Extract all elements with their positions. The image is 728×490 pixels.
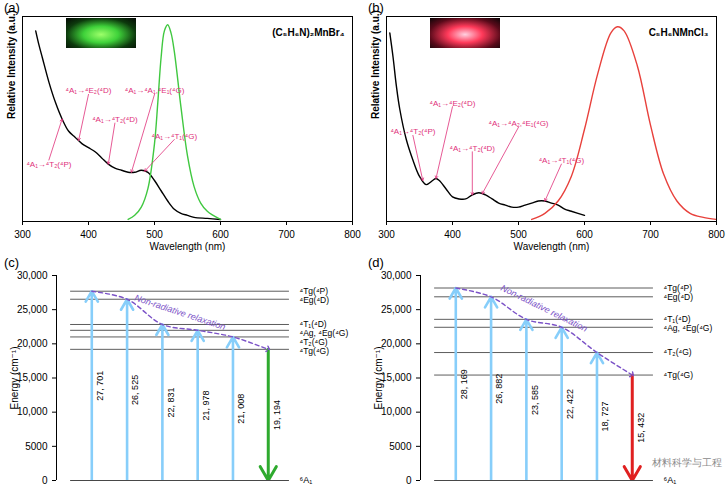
- svg-text:500: 500: [510, 229, 527, 240]
- svg-text:18, 727: 18, 727: [600, 402, 610, 432]
- svg-text:600: 600: [212, 229, 229, 240]
- svg-text:23, 585: 23, 585: [530, 385, 540, 415]
- svg-text:26, 882: 26, 882: [494, 374, 504, 404]
- svg-text:300: 300: [14, 229, 31, 240]
- svg-text:⁴A₁→⁴A₁,⁴E₁(⁴G): ⁴A₁→⁴A₁,⁴E₁(⁴G): [125, 86, 185, 95]
- svg-text:⁴Tg(⁴G): ⁴Tg(⁴G): [300, 346, 330, 356]
- svg-text:Energy (cm⁻¹): Energy (cm⁻¹): [373, 346, 384, 409]
- svg-text:800: 800: [344, 229, 361, 240]
- svg-text:⁴T₁(⁴D): ⁴T₁(⁴D): [663, 314, 691, 325]
- html-text:(c): (c): [4, 255, 20, 270]
- svg-text:⁴A₁→⁴A₂,⁴E₁(⁴G): ⁴A₁→⁴A₂,⁴E₁(⁴G): [488, 119, 548, 128]
- svg-text:20,000: 20,000: [381, 338, 412, 349]
- svg-text:⁶A₁: ⁶A₁: [664, 475, 677, 485]
- html-text:(a): (a): [4, 0, 20, 15]
- svg-text:Non-radiative relaxation: Non-radiative relaxation: [499, 283, 589, 334]
- svg-text:⁴Ag, ⁴Eg(⁴G): ⁴Ag, ⁴Eg(⁴G): [664, 323, 713, 333]
- svg-text:700: 700: [278, 229, 295, 240]
- svg-text:21, 978: 21, 978: [201, 390, 211, 420]
- svg-text:0: 0: [42, 475, 48, 486]
- svg-text:400: 400: [444, 229, 461, 240]
- svg-text:19, 194: 19, 194: [272, 400, 282, 430]
- svg-text:C₅H₆NMnCl₃: C₅H₆NMnCl₃: [649, 27, 709, 38]
- svg-text:⁴A₁→⁴T₂(⁴D): ⁴A₁→⁴T₂(⁴D): [92, 115, 138, 124]
- svg-text:30,000: 30,000: [17, 270, 48, 281]
- svg-text:25,000: 25,000: [381, 304, 412, 315]
- svg-text:⁴A₁→⁴E₂(⁴D): ⁴A₁→⁴E₂(⁴D): [66, 86, 112, 95]
- svg-text:Relative Intensity (a.u.): Relative Intensity (a.u.): [6, 10, 17, 119]
- svg-text:5000: 5000: [389, 441, 412, 452]
- svg-text:⁴Eg(⁴D): ⁴Eg(⁴D): [300, 295, 330, 305]
- svg-text:⁴T₁(⁴D): ⁴T₁(⁴D): [299, 319, 327, 330]
- svg-text:Wavelength (nm): Wavelength (nm): [150, 241, 226, 252]
- svg-text:28, 169: 28, 169: [459, 369, 469, 399]
- svg-text:27, 701: 27, 701: [95, 371, 105, 401]
- svg-text:⁴T₂(⁴G): ⁴T₂(⁴G): [664, 347, 692, 357]
- svg-text:10,000: 10,000: [381, 406, 412, 417]
- svg-text:⁴Tg(⁴G): ⁴Tg(⁴G): [664, 370, 694, 380]
- svg-text:⁴Eg(⁴D): ⁴Eg(⁴D): [664, 292, 694, 302]
- svg-text:30,000: 30,000: [381, 270, 412, 281]
- svg-text:500: 500: [146, 229, 163, 240]
- svg-text:⁴Tg(⁴P): ⁴Tg(⁴P): [663, 282, 693, 293]
- svg-text:22, 422: 22, 422: [565, 389, 575, 419]
- svg-text:⁴Tg(⁴P): ⁴Tg(⁴P): [299, 285, 329, 296]
- svg-text:⁴A₁→⁴T₂(⁴P): ⁴A₁→⁴T₂(⁴P): [390, 127, 435, 136]
- svg-text:600: 600: [576, 229, 593, 240]
- svg-text:Wavelength (nm): Wavelength (nm): [514, 241, 590, 252]
- html-text:材料科学与工程: 材料科学与工程: [652, 457, 722, 468]
- svg-text:800: 800: [708, 229, 725, 240]
- svg-text:22, 831: 22, 831: [166, 387, 176, 417]
- svg-text:Energy (cm⁻¹): Energy (cm⁻¹): [9, 346, 20, 409]
- svg-text:15, 432: 15, 432: [636, 413, 646, 443]
- svg-text:⁴A₁→⁴T₁(⁴G): ⁴A₁→⁴T₁(⁴G): [539, 156, 585, 165]
- svg-text:300: 300: [378, 229, 395, 240]
- svg-text:26, 525: 26, 525: [130, 375, 140, 405]
- svg-text:⁴A₁→⁴T₁(⁴G): ⁴A₁→⁴T₁(⁴G): [152, 132, 198, 141]
- svg-text:⁶A₁: ⁶A₁: [300, 475, 313, 485]
- svg-text:Non-radiative relaxation: Non-radiative relaxation: [133, 293, 226, 332]
- svg-text:700: 700: [642, 229, 659, 240]
- html-text:(b): (b): [368, 0, 384, 15]
- svg-text:0: 0: [406, 475, 412, 486]
- svg-text:25,000: 25,000: [17, 304, 48, 315]
- svg-text:Relative Intensity (a.u.): Relative Intensity (a.u.): [370, 10, 381, 119]
- svg-text:5000: 5000: [25, 441, 48, 452]
- svg-text:400: 400: [80, 229, 97, 240]
- svg-text:20,000: 20,000: [17, 338, 48, 349]
- svg-text:⁴A₁→⁴E₂(⁴D): ⁴A₁→⁴E₂(⁴D): [430, 99, 476, 108]
- svg-text:⁴T₂(⁴G): ⁴T₂(⁴G): [299, 337, 328, 348]
- svg-text:21, 008: 21, 008: [236, 394, 246, 424]
- svg-text:15,000: 15,000: [17, 372, 48, 383]
- svg-text:⁴A₁→⁴T₂(⁴P): ⁴A₁→⁴T₂(⁴P): [26, 160, 71, 169]
- svg-text:10,000: 10,000: [17, 406, 48, 417]
- html-text:(d): (d): [368, 255, 384, 270]
- svg-text:(C₅H₆N)₂MnBr₄: (C₅H₆N)₂MnBr₄: [272, 27, 344, 38]
- svg-text:⁴Ag, ⁴Eg(⁴G): ⁴Ag, ⁴Eg(⁴G): [299, 328, 349, 339]
- svg-text:15,000: 15,000: [381, 372, 412, 383]
- svg-text:⁴A₁→⁴T₂(⁴D): ⁴A₁→⁴T₂(⁴D): [450, 144, 496, 153]
